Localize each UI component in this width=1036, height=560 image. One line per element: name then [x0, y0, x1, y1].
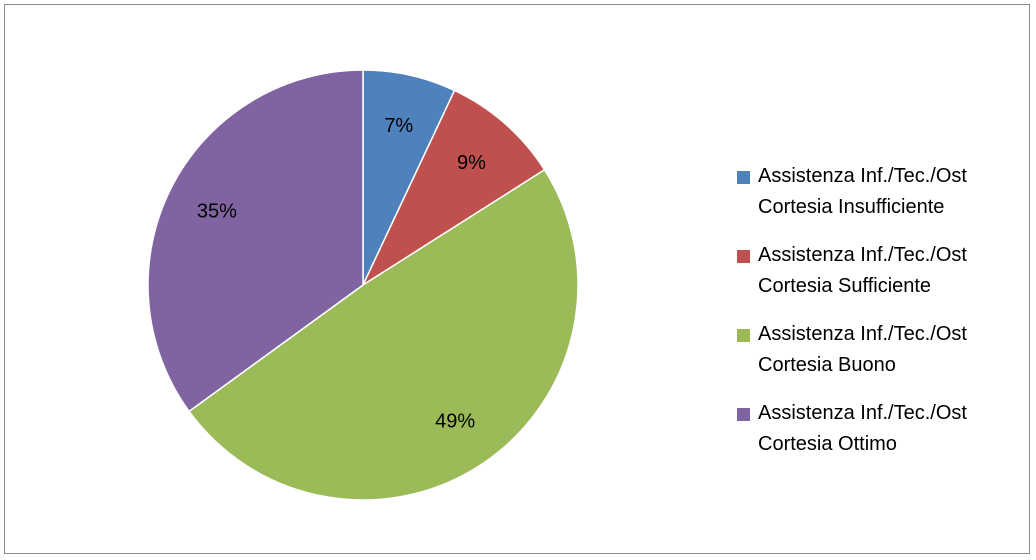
legend-swatch: [737, 250, 750, 263]
pie-slice-ottimo: [147, 69, 364, 413]
legend: Assistenza Inf./Tec./Ost Cortesia Insuff…: [737, 161, 967, 477]
legend-label: Assistenza Inf./Tec./Ost Cortesia Ottimo: [758, 398, 967, 460]
pie-chart: 7% 9% 49% 35%: [147, 69, 579, 501]
legend-item-sufficiente: Assistenza Inf./Tec./Ost Cortesia Suffic…: [737, 240, 967, 319]
legend-label-line2: Cortesia Ottimo: [758, 433, 897, 455]
legend-swatch: [737, 408, 750, 421]
pie-data-label: 35%: [197, 201, 237, 223]
chart-frame: 7% 9% 49% 35% Assistenza Inf./Tec./Ost Cort…: [4, 4, 1030, 554]
pie-data-label: 49%: [435, 411, 475, 433]
legend-swatch: [737, 171, 750, 184]
legend-label: Assistenza Inf./Tec./Ost Cortesia Insuff…: [758, 161, 967, 223]
legend-label: Assistenza Inf./Tec./Ost Cortesia Suffic…: [758, 240, 967, 302]
legend-item-insufficiente: Assistenza Inf./Tec./Ost Cortesia Insuff…: [737, 161, 967, 240]
legend-swatch: [737, 329, 750, 342]
legend-label-line2: Cortesia Sufficiente: [758, 275, 932, 297]
legend-label-line2: Cortesia Insufficiente: [758, 196, 945, 218]
legend-label-line2: Cortesia Buono: [758, 354, 896, 376]
legend-item-buono: Assistenza Inf./Tec./Ost Cortesia Buono: [737, 319, 967, 398]
legend-label: Assistenza Inf./Tec./Ost Cortesia Buono: [758, 319, 967, 381]
legend-item-ottimo: Assistenza Inf./Tec./Ost Cortesia Ottimo: [737, 398, 967, 477]
legend-label-line1: Assistenza Inf./Tec./Ost: [758, 323, 967, 345]
pie-data-label: 9%: [457, 152, 486, 174]
pie-slice-sufficiente: [361, 89, 546, 288]
legend-label-line1: Assistenza Inf./Tec./Ost: [758, 402, 967, 424]
legend-label-line1: Assistenza Inf./Tec./Ost: [758, 244, 967, 266]
pie-slice-buono: [188, 168, 579, 501]
pie-data-label: 7%: [384, 115, 413, 137]
legend-label-line1: Assistenza Inf./Tec./Ost: [758, 165, 967, 187]
